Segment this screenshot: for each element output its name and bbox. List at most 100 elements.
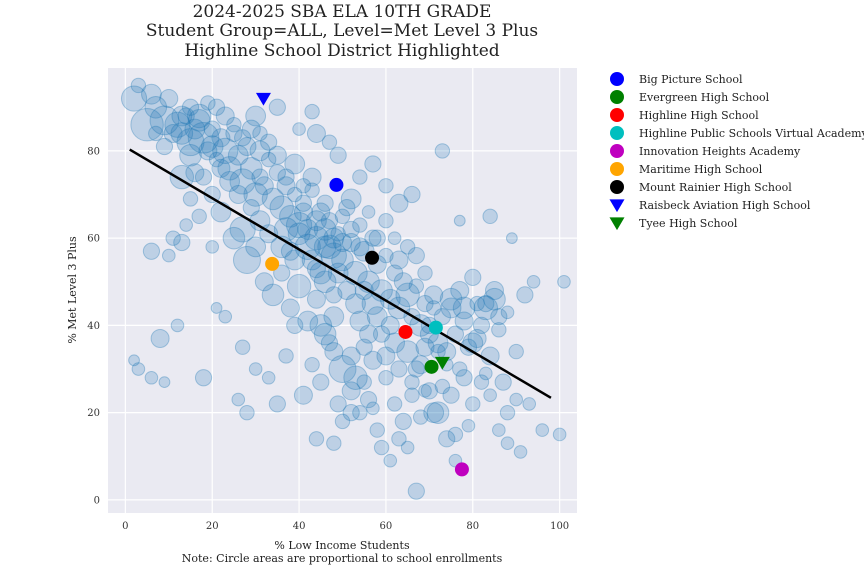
school-point (222, 226, 246, 250)
school-point (278, 348, 294, 364)
x-tick-label: 40 (293, 521, 306, 532)
school-point (228, 185, 248, 205)
school-point (341, 233, 361, 253)
school-point (261, 187, 285, 211)
school-point (242, 199, 260, 217)
highlight-marker (434, 356, 450, 370)
highlight-marker (255, 92, 271, 106)
school-point (218, 309, 233, 324)
school-points (120, 77, 571, 500)
school-point (176, 128, 205, 157)
school-point (304, 103, 320, 120)
school-point (313, 218, 337, 241)
school-point (320, 334, 339, 352)
school-point (372, 325, 391, 343)
school-point (393, 272, 413, 292)
school-point (304, 225, 329, 251)
school-point (241, 119, 261, 139)
highlighted-schools (255, 92, 469, 477)
highlight-marker (428, 320, 443, 335)
school-point (369, 422, 385, 438)
school-point (231, 392, 246, 407)
school-point (268, 98, 286, 116)
school-point (208, 151, 225, 168)
school-point (128, 354, 140, 367)
school-point (254, 176, 274, 196)
school-point (205, 240, 220, 254)
school-point (473, 374, 490, 390)
school-point (285, 211, 313, 239)
school-point (355, 338, 373, 356)
school-point (334, 208, 351, 225)
y-tick-label: 60 (87, 234, 100, 245)
school-point (461, 418, 476, 433)
school-point (309, 314, 333, 337)
school-point (225, 124, 243, 143)
school-point (341, 346, 361, 366)
school-point (342, 220, 360, 239)
school-point (252, 125, 268, 142)
school-point (376, 346, 396, 366)
school-point (232, 245, 261, 274)
school-point (430, 343, 446, 360)
school-point (325, 286, 343, 304)
school-point (187, 109, 211, 132)
school-point (425, 300, 442, 316)
legend-label: Raisbeck Aviation High School (639, 199, 811, 212)
school-point (185, 163, 205, 183)
school-point (149, 105, 180, 136)
axis-ticks: 0 20 40 60 80 100 0 20 40 60 80 (87, 146, 569, 532)
school-point (198, 141, 218, 161)
school-point (509, 392, 524, 407)
school-point (329, 395, 347, 413)
legend-marker (610, 108, 624, 122)
legend: Big Picture School Evergreen High School H… (609, 72, 864, 231)
school-point (440, 297, 462, 319)
school-point (378, 212, 394, 229)
school-point (447, 426, 464, 443)
school-point (130, 108, 164, 142)
x-tick-label: 60 (380, 521, 393, 532)
school-point (144, 95, 168, 119)
school-point (155, 137, 174, 156)
school-point (389, 250, 409, 270)
school-point (337, 281, 357, 300)
school-point (239, 404, 255, 421)
school-point (341, 381, 361, 401)
school-point (248, 362, 263, 376)
school-point (452, 296, 476, 320)
school-point (181, 98, 200, 116)
school-point (194, 168, 213, 186)
school-point (306, 210, 327, 232)
school-point (200, 135, 224, 158)
legend-label: Evergreen High School (639, 91, 770, 104)
school-point (494, 373, 512, 391)
school-point (343, 365, 368, 390)
school-point (334, 413, 351, 430)
y-axis-label: % Met Level 3 Plus (66, 236, 79, 344)
school-point (389, 193, 409, 213)
school-point (194, 369, 213, 387)
school-point (364, 229, 382, 247)
school-point (293, 202, 313, 222)
school-point (173, 233, 191, 252)
school-point (366, 306, 388, 328)
school-point (203, 120, 221, 138)
school-point (277, 168, 295, 186)
school-point (210, 201, 232, 223)
school-point (320, 242, 347, 269)
school-point (164, 111, 191, 138)
school-point (150, 328, 170, 348)
school-point (359, 324, 379, 344)
school-point (483, 388, 497, 403)
y-tick-label: 40 (87, 321, 100, 332)
school-point (142, 242, 161, 260)
legend-marker (610, 126, 624, 140)
school-point (412, 409, 429, 425)
legend-marker (610, 72, 624, 86)
school-point (390, 360, 408, 378)
school-point (499, 404, 516, 421)
school-point (245, 236, 267, 258)
school-point (217, 156, 242, 181)
school-point (292, 122, 306, 136)
